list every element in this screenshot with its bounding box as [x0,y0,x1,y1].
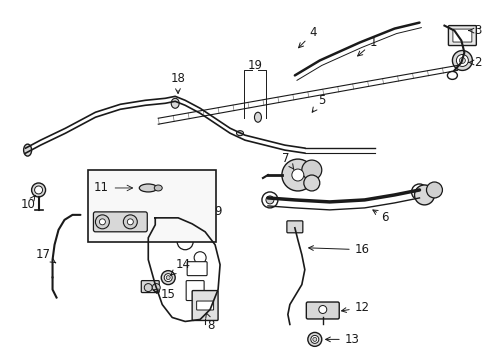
Circle shape [265,196,273,204]
Text: 5: 5 [311,94,325,112]
Text: 19: 19 [247,59,262,72]
Circle shape [127,219,133,225]
Text: 2: 2 [468,56,481,69]
Ellipse shape [23,144,32,156]
Circle shape [414,185,433,205]
Circle shape [291,169,303,181]
Text: 18: 18 [170,72,185,94]
Circle shape [301,160,321,180]
Circle shape [164,274,172,282]
Circle shape [194,252,205,264]
Circle shape [35,186,42,194]
Ellipse shape [139,184,157,192]
Text: 14: 14 [170,258,190,275]
Circle shape [303,175,319,191]
Ellipse shape [171,98,179,108]
Circle shape [262,192,277,208]
FancyBboxPatch shape [286,221,302,233]
Circle shape [415,188,423,196]
Bar [88,170,216,242]
Circle shape [32,183,45,197]
FancyBboxPatch shape [305,302,339,319]
FancyBboxPatch shape [93,212,147,232]
Circle shape [451,50,471,71]
Text: 10: 10 [20,195,36,211]
Circle shape [161,271,175,285]
Circle shape [312,337,316,341]
Circle shape [318,306,326,314]
Text: 12: 12 [341,301,369,314]
Text: 3: 3 [468,24,481,37]
Text: 13: 13 [325,333,359,346]
Text: 8: 8 [205,313,214,332]
Circle shape [95,215,109,229]
FancyBboxPatch shape [186,280,203,301]
Text: 4: 4 [298,26,317,48]
Text: 9: 9 [214,205,222,219]
Circle shape [166,276,170,280]
Ellipse shape [154,185,162,191]
Text: 16: 16 [308,243,369,256]
Ellipse shape [254,112,261,122]
Ellipse shape [447,71,456,80]
Circle shape [123,215,137,229]
Circle shape [177,234,193,250]
Circle shape [458,58,465,63]
Text: 15: 15 [153,288,175,301]
Text: 6: 6 [372,210,388,224]
FancyBboxPatch shape [187,262,207,276]
Circle shape [307,332,321,346]
Circle shape [455,54,468,67]
Text: 11: 11 [93,181,108,194]
FancyBboxPatch shape [192,291,218,320]
Text: 1: 1 [357,36,376,56]
Circle shape [281,159,313,191]
Circle shape [411,184,427,200]
Circle shape [144,284,152,292]
FancyBboxPatch shape [452,29,471,42]
Circle shape [99,219,105,225]
Text: 17: 17 [36,248,56,263]
Ellipse shape [236,131,243,136]
Text: 7: 7 [281,152,293,169]
FancyBboxPatch shape [447,26,475,45]
Circle shape [310,336,318,343]
Circle shape [426,182,442,198]
FancyBboxPatch shape [196,301,213,310]
Circle shape [152,284,160,292]
FancyBboxPatch shape [141,280,159,293]
